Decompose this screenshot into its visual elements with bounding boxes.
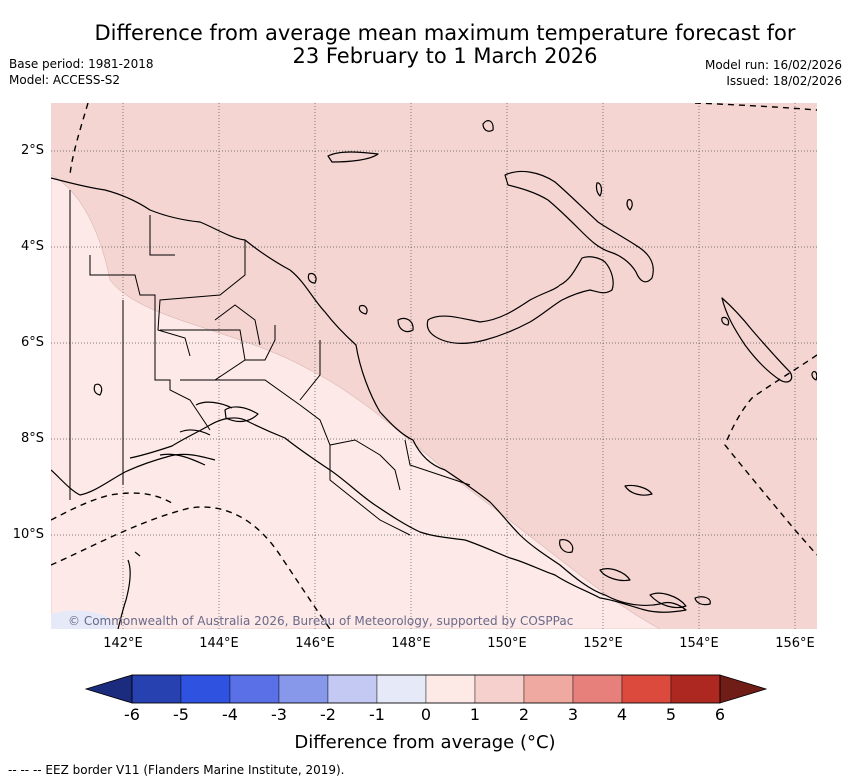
colorbar-label: Difference from average (°C) xyxy=(294,732,556,753)
lon-label: 148°E xyxy=(391,636,431,651)
colorbar-tick: 2 xyxy=(518,705,530,724)
colorbar-tick: -1 xyxy=(369,705,385,724)
colorbar-tick: 0 xyxy=(420,705,432,724)
eez-borders xyxy=(51,103,817,629)
issued-date: Issued: 18/02/2026 xyxy=(726,74,842,88)
lon-label: 152°E xyxy=(583,636,623,651)
title-line-2: 23 February to 1 March 2026 xyxy=(292,44,598,68)
colorbar-tick: -5 xyxy=(173,705,189,724)
lon-label: 150°E xyxy=(487,636,527,651)
colorbar-tick: -6 xyxy=(124,705,140,724)
lon-label: 156°E xyxy=(775,636,815,651)
lat-label: 8°S xyxy=(20,431,44,446)
colorbar-tick: -2 xyxy=(320,705,336,724)
coastlines xyxy=(51,120,817,629)
lat-label: 2°S xyxy=(20,143,44,158)
lat-label: 6°S xyxy=(20,335,44,350)
title-line-1: Difference from average mean maximum tem… xyxy=(94,21,796,45)
anomaly-region-0-to-1 xyxy=(51,174,661,629)
bougainville-coast xyxy=(721,297,793,383)
lon-label: 154°E xyxy=(679,636,719,651)
lat-label: 10°S xyxy=(12,527,44,542)
colorbar-tick: 4 xyxy=(616,705,628,724)
colorbar-tick: 3 xyxy=(567,705,579,724)
copyright-notice: © Commonwealth of Australia 2026, Bureau… xyxy=(68,614,574,628)
new-guinea-coast xyxy=(51,177,687,613)
lon-label: 144°E xyxy=(199,636,239,651)
lat-label: 4°S xyxy=(20,239,44,254)
colorbar-tick: 6 xyxy=(714,705,726,724)
eez-legend-note: -- -- -- EEZ border V11 (Flanders Marine… xyxy=(8,763,345,777)
lon-label: 146°E xyxy=(295,636,335,651)
anomaly-region-neg1-to-0 xyxy=(51,610,118,629)
new-britain-coast xyxy=(426,256,614,344)
colorbar-tick: 1 xyxy=(469,705,481,724)
model-run: Model run: 16/02/2026 xyxy=(704,58,842,72)
lon-label: 142°E xyxy=(103,636,143,651)
admin-borders xyxy=(69,190,471,536)
base-period: Base period: 1981-2018 xyxy=(9,57,154,71)
colorbar-tick: -3 xyxy=(271,705,287,724)
colorbar-tick: 5 xyxy=(665,705,677,724)
colorbar-tick: -4 xyxy=(222,705,238,724)
graticule xyxy=(51,103,817,629)
new-ireland-coast xyxy=(504,170,654,283)
model-name: Model: ACCESS-S2 xyxy=(9,73,121,87)
map-area xyxy=(51,103,817,629)
